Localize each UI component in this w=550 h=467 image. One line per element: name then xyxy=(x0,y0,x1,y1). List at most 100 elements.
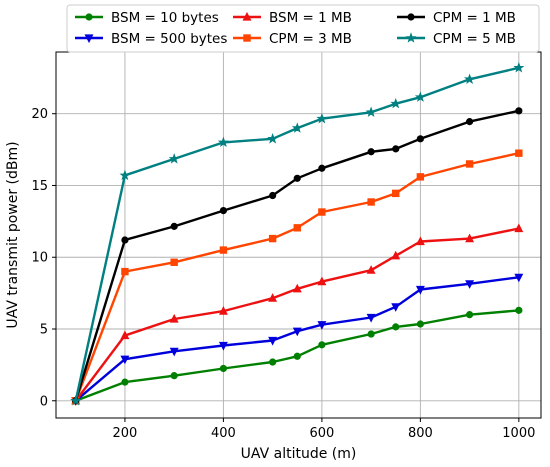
series-line xyxy=(74,109,520,402)
data-point xyxy=(317,276,327,286)
data-point xyxy=(416,320,424,328)
data-point xyxy=(292,327,302,337)
data-point xyxy=(218,341,228,351)
series-line xyxy=(74,152,520,402)
y-axis-label: UAV transmit power (dBm) xyxy=(5,141,21,328)
data-point xyxy=(466,311,474,319)
data-point xyxy=(367,198,375,206)
data-point xyxy=(316,112,328,124)
series-layer xyxy=(70,62,525,406)
legend-label: BSM = 1 MB xyxy=(269,10,352,26)
data-point xyxy=(318,164,326,172)
x-tick-label: 1000 xyxy=(502,426,535,441)
data-point xyxy=(367,148,375,156)
data-point xyxy=(267,133,279,144)
legend-entry: BSM = 10 bytes xyxy=(75,10,219,26)
x-tick-label: 200 xyxy=(113,426,138,441)
data-point xyxy=(365,106,377,117)
series-line xyxy=(74,66,520,402)
legend-marker xyxy=(85,13,93,21)
legend-entry: CPM = 3 MB xyxy=(233,31,352,47)
data-point xyxy=(219,207,228,215)
data-point xyxy=(121,236,129,244)
data-point xyxy=(168,153,180,164)
data-point xyxy=(219,364,228,373)
data-point xyxy=(392,323,400,331)
data-point xyxy=(466,118,474,126)
data-point xyxy=(465,233,475,243)
data-point xyxy=(317,321,327,330)
data-point xyxy=(465,160,474,168)
y-tick-label: 15 xyxy=(31,179,48,194)
series-line xyxy=(75,309,519,402)
data-point xyxy=(120,355,130,365)
data-point xyxy=(515,149,523,157)
legend-entry: CPM = 5 MB xyxy=(397,31,516,47)
data-point xyxy=(169,313,179,323)
data-point xyxy=(415,285,425,295)
data-point xyxy=(513,62,525,73)
x-tick-label: 800 xyxy=(408,426,433,441)
legend: BSM = 10 bytes BSM = 500 bytes BSM = 1 MB C… xyxy=(66,4,540,53)
legend-entry: BSM = 500 bytes xyxy=(75,31,227,47)
data-point xyxy=(217,136,229,148)
data-point xyxy=(119,169,131,181)
series-line xyxy=(74,276,519,402)
y-tick-label: 20 xyxy=(31,107,48,122)
legend-label: BSM = 10 bytes xyxy=(111,10,219,26)
legend-marker xyxy=(405,32,417,43)
data-point xyxy=(366,313,376,323)
y-tick-label: 0 xyxy=(40,394,48,409)
y-tick-label: 5 xyxy=(40,323,48,338)
data-point xyxy=(268,293,278,302)
data-point xyxy=(219,246,228,254)
data-point xyxy=(391,250,401,260)
data-point xyxy=(414,91,426,102)
x-tick-label: 600 xyxy=(309,426,334,441)
data-point xyxy=(392,145,400,153)
data-point xyxy=(121,378,129,386)
data-point xyxy=(390,97,402,109)
data-point xyxy=(465,280,475,289)
data-point xyxy=(293,174,301,182)
legend-entry: CPM = 1 MB xyxy=(397,10,516,26)
data-point xyxy=(268,336,278,346)
data-point xyxy=(391,303,401,312)
data-point xyxy=(366,265,376,274)
data-point xyxy=(415,236,425,246)
data-point xyxy=(416,135,424,143)
series-bsm-500-bytes xyxy=(71,273,524,406)
x-tick-label: 400 xyxy=(211,426,236,441)
data-point xyxy=(269,358,277,366)
data-point xyxy=(392,189,400,198)
data-point xyxy=(416,173,425,181)
data-point xyxy=(514,223,524,233)
data-point xyxy=(170,222,178,230)
data-point xyxy=(293,352,301,360)
data-point xyxy=(268,234,277,243)
y-tick-label: 10 xyxy=(31,251,48,266)
data-point xyxy=(515,107,523,115)
data-point xyxy=(121,267,129,276)
data-point xyxy=(170,258,178,266)
legend-marker xyxy=(242,11,252,21)
x-axis-label: UAV altitude (m) xyxy=(241,446,357,462)
data-point xyxy=(514,273,524,283)
legend-label: CPM = 3 MB xyxy=(269,31,352,47)
data-point xyxy=(120,330,130,340)
data-point xyxy=(464,73,476,84)
data-point xyxy=(515,306,523,314)
data-point xyxy=(70,395,82,406)
legend-entry: BSM = 1 MB xyxy=(233,10,352,26)
data-point xyxy=(293,224,301,232)
data-point xyxy=(292,283,302,293)
legend-label: CPM = 5 MB xyxy=(433,31,516,47)
data-point xyxy=(367,330,375,338)
series-cpm-5-mb xyxy=(70,62,525,406)
data-point xyxy=(318,341,326,349)
legend-marker xyxy=(243,34,251,42)
series-bsm-10-bytes xyxy=(72,306,523,405)
series-cpm-3-mb xyxy=(71,149,523,405)
